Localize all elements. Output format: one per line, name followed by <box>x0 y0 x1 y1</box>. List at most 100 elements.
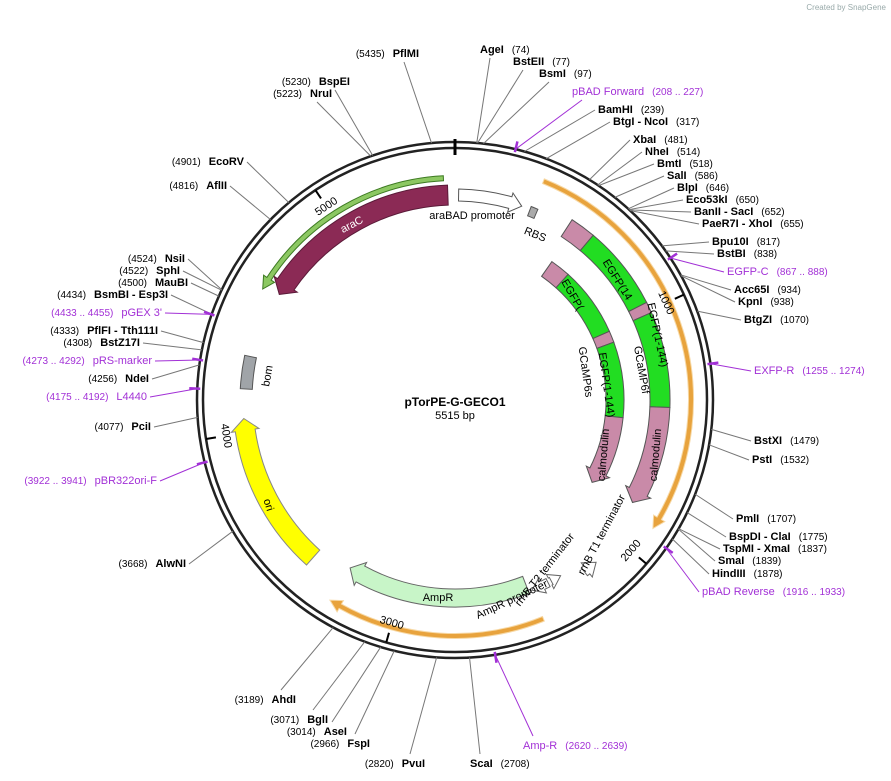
enzyme-label: (2966) FspI <box>310 738 370 750</box>
enzyme-label: BtgI - NcoI (317) <box>613 116 699 128</box>
label-name: AflII <box>206 180 227 192</box>
label-site: (4524) <box>128 254 157 265</box>
primer-label: (4433 .. 4455) pGEX 3' <box>51 307 162 319</box>
primer-mark <box>662 545 674 554</box>
label-site: (5230) <box>282 77 311 88</box>
label-name: AlwNI <box>155 558 186 570</box>
label-site: (1775) <box>799 532 828 543</box>
label-name: BspEI <box>319 76 350 88</box>
label-site: (74) <box>512 45 530 56</box>
bom-box <box>239 354 257 390</box>
label-name: PflFI - Tth111I <box>87 325 158 337</box>
primer-mark <box>707 361 719 366</box>
label-site: (4308) <box>63 338 92 349</box>
label-name: AgeI <box>480 44 504 56</box>
label-site: (481) <box>664 135 687 146</box>
label-name: FspI <box>347 738 370 750</box>
label-site: (5435) <box>356 49 385 60</box>
enzyme-label: BstEII (77) <box>513 56 570 68</box>
enzyme-leader <box>678 528 716 562</box>
enzyme-leader <box>711 428 752 442</box>
label-site: (817) <box>757 237 780 248</box>
primer-leader <box>515 99 583 150</box>
arac-arrow <box>273 184 449 295</box>
label-name: BtgI - NcoI <box>613 116 668 128</box>
label-name: PflMI <box>393 48 419 60</box>
enzyme-leader <box>708 444 750 461</box>
label-site: (518) <box>689 159 712 170</box>
plasmid-size: 5515 bp <box>435 410 475 422</box>
label-name: BsmBI - Esp3I <box>94 289 168 301</box>
label-site: (1837) <box>798 544 827 555</box>
feature-label: araBAD promoter <box>429 210 515 222</box>
label-name: MauBI <box>155 277 188 289</box>
enzyme-leader <box>665 250 715 255</box>
label-site: (867 .. 888) <box>777 267 828 278</box>
enzyme-label: Eco53kI (650) <box>686 194 759 206</box>
label-name: L4440 <box>116 391 147 403</box>
primer-mark <box>513 141 519 153</box>
feature-label: ori <box>260 497 275 512</box>
label-name: PciI <box>131 421 151 433</box>
enzyme-label: SmaI (1839) <box>718 555 781 567</box>
label-site: (1839) <box>752 556 781 567</box>
enzyme-label: TspMI - XmaI (1837) <box>723 543 827 555</box>
label-name: BstEII <box>513 56 544 68</box>
primer-label: (4175 .. 4192) L4440 <box>46 391 147 403</box>
label-site: (2820) <box>365 759 394 770</box>
label-name: pBR322ori-F <box>95 475 158 487</box>
primer-leader <box>149 388 198 398</box>
ruler-tick <box>205 436 217 440</box>
label-name: BsmI <box>539 68 566 80</box>
label-name: BamHI <box>598 104 633 116</box>
enzyme-leader <box>142 342 202 351</box>
enzyme-label: BanII - SacI (652) <box>694 206 785 218</box>
label-name: EGFP-C <box>727 266 769 278</box>
label-site: (934) <box>777 285 800 296</box>
enzyme-leader <box>477 69 524 144</box>
enzyme-label: (4524) NsiI <box>128 253 185 265</box>
enzyme-label: (3014) AseI <box>287 726 347 738</box>
enzyme-leader <box>334 89 374 156</box>
label-name: BglI <box>307 714 328 726</box>
label-site: (208 .. 227) <box>652 87 703 98</box>
enzyme-label: (5230) BspEI <box>282 76 350 88</box>
feature-label: GCaMP6s <box>576 346 595 398</box>
enzyme-label: HindIII (1878) <box>712 568 783 580</box>
terminator-t1 <box>580 561 597 579</box>
enzyme-leader <box>188 530 234 565</box>
label-site: (4816) <box>169 181 198 192</box>
enzyme-leader <box>280 627 334 691</box>
calmodulin-arrow <box>585 415 624 484</box>
feature-label: calmodulin <box>596 428 613 481</box>
enzyme-label: (4901) EcoRV <box>172 156 245 168</box>
enzyme-leader <box>597 151 643 186</box>
enzyme-leader <box>469 657 481 755</box>
label-site: (1070) <box>780 315 809 326</box>
primer-leader <box>710 363 752 372</box>
enzyme-label: (3189) AhdI <box>235 694 296 706</box>
label-site: (4901) <box>172 157 201 168</box>
label-site: (514) <box>677 147 700 158</box>
label-name: HindIII <box>712 568 746 580</box>
label-name: TspMI - XmaI <box>723 543 790 555</box>
label-site: (1532) <box>780 455 809 466</box>
plasmid-name: pTorPE-G-GECO1 <box>404 395 505 409</box>
label-name: PmlI <box>736 513 759 525</box>
enzyme-leader <box>190 282 220 297</box>
label-site: (4077) <box>95 422 124 433</box>
credit: Created by SnapGene <box>806 3 886 12</box>
label-site: (77) <box>552 57 570 68</box>
label-site: (646) <box>706 183 729 194</box>
enzyme-label: (4500) MauBI <box>118 277 188 289</box>
enzyme-label: (4434) BsmBI - Esp3I <box>57 289 168 301</box>
feature-label: AmpR <box>423 592 454 604</box>
label-site: (1479) <box>790 436 819 447</box>
enzyme-label: Acc65I (934) <box>734 284 801 296</box>
label-name: PaeR7I - XhoI <box>702 218 772 230</box>
enzyme-leader <box>598 163 655 187</box>
label-name: BmtI <box>657 158 681 170</box>
label-site: (97) <box>574 69 592 80</box>
label-name: SphI <box>156 265 180 277</box>
label-site: (4500) <box>118 278 147 289</box>
